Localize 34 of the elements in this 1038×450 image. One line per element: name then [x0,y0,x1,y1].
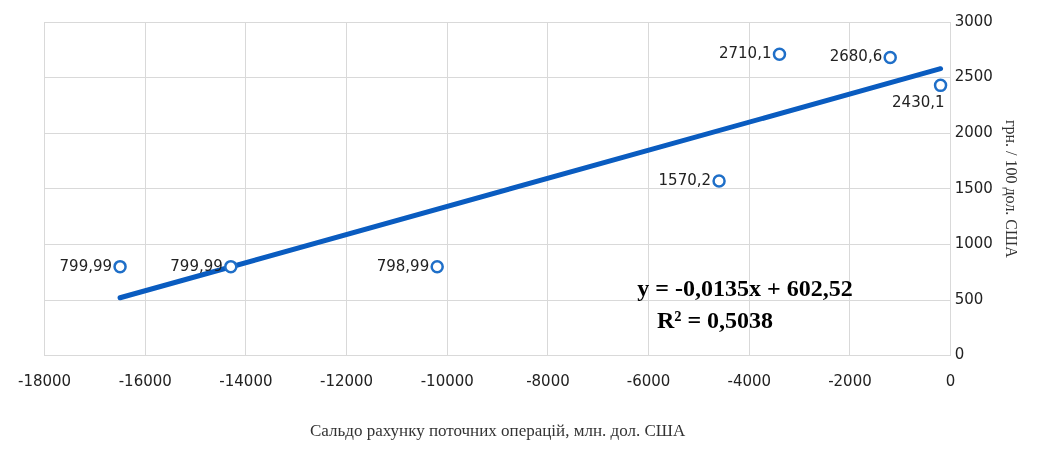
data-label: 2680,6 [829,47,883,66]
annotation: R² = 0,5038 [656,307,774,334]
point [224,259,238,274]
point [113,259,127,274]
point [430,260,444,274]
x-tick-label: -14000 [219,372,273,391]
x-tick-label: -6000 [626,372,671,391]
y-tick-label: 1500 [954,178,993,197]
point [772,47,787,61]
x-tick-label: -2000 [828,372,872,391]
x-tick-label: -10000 [420,372,474,391]
y-tick-label: 500 [954,289,984,308]
data-label: 2710,1 [718,44,772,63]
y-axis-title: грн. / 100 дол. США [1002,119,1021,259]
x-tick-label: -12000 [320,372,374,391]
data-label: 798,99 [376,256,430,275]
x-tick-label: -4000 [727,372,772,391]
data-label: 2430,1 [892,92,945,111]
x-tick-label: -16000 [118,372,172,391]
y-tick-label: 2500 [954,67,993,86]
point [883,50,897,65]
point [712,174,726,188]
y-tick-label: 3000 [954,11,993,30]
data-label: 799,99 [170,256,223,275]
data-label: 1570,2 [658,170,712,189]
y-tick-label: 2000 [954,123,993,142]
y-tick-label: 0 [954,345,965,364]
point [933,78,948,93]
y-tick-label: 1000 [954,234,993,253]
data-label: 799,99 [59,256,113,275]
x-tick-label: -18000 [17,372,72,391]
x-tick-label: -8000 [526,372,570,391]
annotation: y = -0,0135x + 602,52 [637,275,853,302]
x-axis-title: Сальдо рахунку поточних операцій, млн. дол. США [310,421,686,441]
